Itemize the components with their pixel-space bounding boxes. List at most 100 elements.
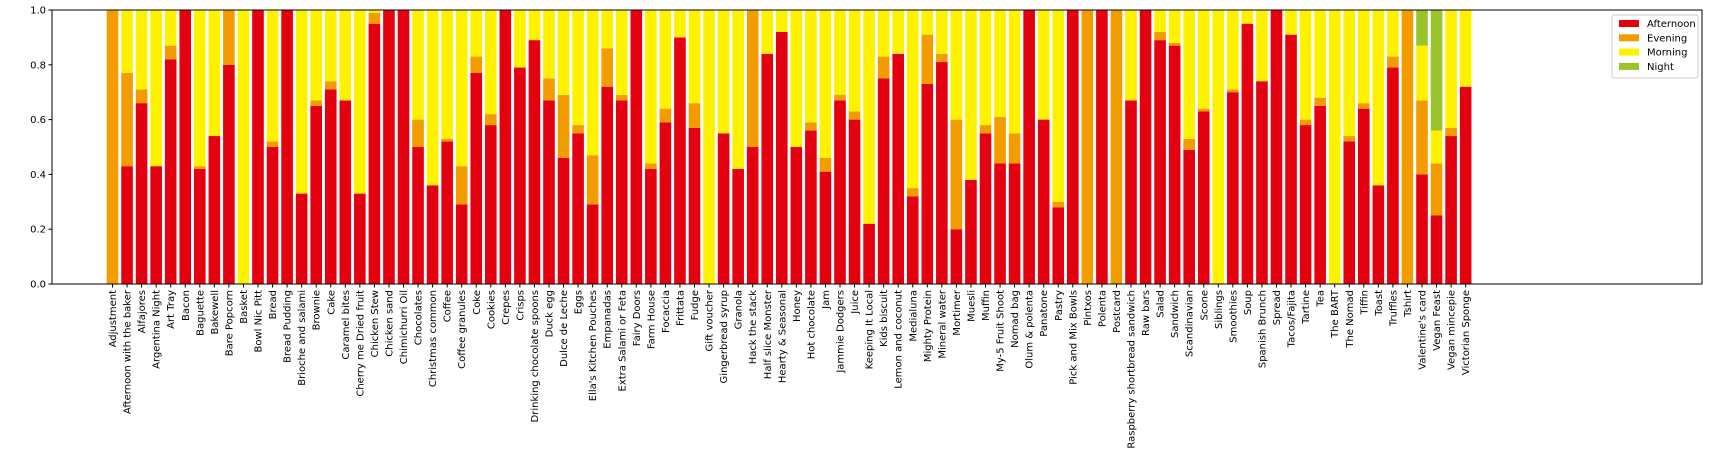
x-tick-label: Cherry me Dried fruit (355, 290, 366, 397)
bar-morning-33 (586, 10, 599, 156)
x-tick-label: Granola (734, 290, 745, 329)
bar-afternoon-58 (950, 229, 963, 284)
x-tick-label: Bacon (181, 290, 192, 321)
bar-afternoon-51 (848, 119, 861, 284)
x-tick-label: Kids biscuit (879, 290, 890, 347)
bar-morning-18 (368, 10, 381, 13)
y-tick-label: 0.2 (30, 225, 46, 236)
y-tick-label: 0.0 (30, 280, 46, 291)
x-tick-label: Adjustment (108, 290, 119, 347)
x-tick-label: Farm House (646, 290, 657, 349)
legend-swatch-morning (1619, 48, 1639, 56)
bar-evening-60 (979, 125, 992, 134)
bar-evening-73 (1168, 42, 1181, 46)
bar-afternoon-60 (979, 133, 992, 284)
bar-night-90 (1416, 10, 1428, 46)
x-tick-label: Hot chocolate (806, 290, 817, 359)
bar-evening-61 (994, 116, 1006, 164)
bar-morning-82 (1299, 10, 1312, 120)
bar-morning-42 (717, 10, 730, 134)
bar-morning-2 (135, 10, 148, 90)
x-tick-label: Raw bars (1141, 290, 1152, 336)
x-tick-label: Christmas common (428, 290, 439, 387)
bar-morning-70 (1125, 10, 1137, 101)
bar-afternoon-81 (1285, 34, 1297, 284)
x-tick-label: Soup (1243, 290, 1254, 315)
x-tick-label: Fudge (690, 290, 701, 320)
bar-morning-48 (805, 10, 817, 123)
bar-evening-74 (1183, 138, 1195, 150)
x-tick-label: Spanish Brunch (1257, 290, 1268, 368)
bar-morning-49 (819, 10, 832, 158)
bar-morning-22 (426, 10, 439, 186)
bar-evening-32 (572, 125, 584, 134)
bar-afternoon-55 (906, 196, 919, 284)
plot-frame (51, 9, 1703, 285)
x-tick-label: Bowl Nic Pitt (254, 290, 265, 353)
x-tick-label: Fairy Doors (632, 290, 643, 346)
bar-afternoon-75 (1197, 111, 1210, 284)
x-tick-label: Valentine's card (1418, 290, 1429, 370)
bar-afternoon-23 (441, 141, 453, 284)
bar-evening-58 (950, 119, 963, 230)
legend: Afternoon Evening Morning Night (1611, 14, 1699, 79)
x-tick-label: Coffee (443, 290, 454, 322)
bar-afternoon-38 (659, 122, 672, 284)
bar-afternoon-20 (397, 10, 410, 284)
x-tick-label: Crepes (501, 290, 512, 325)
bar-evening-1 (121, 73, 133, 167)
bar-morning-88 (1387, 10, 1399, 57)
bar-morning-38 (659, 10, 672, 109)
bar-afternoon-50 (834, 100, 846, 284)
x-tick-label: Caramel bites (341, 290, 352, 360)
bar-afternoon-48 (805, 130, 817, 284)
x-tick-label: Gift voucher (705, 289, 716, 351)
x-tick-label: Medialuna (908, 290, 919, 342)
bar-afternoon-33 (586, 204, 599, 284)
x-tick-label: Crisps (515, 290, 526, 321)
bar-morning-11 (266, 10, 279, 142)
x-tick-label: Panatone (1039, 290, 1050, 337)
bar-evening-15 (324, 81, 337, 90)
bar-evening-77 (1227, 89, 1239, 93)
x-tick-label: Tacos/Fajita (1287, 290, 1298, 348)
x-tick-label: Tartine (1301, 290, 1312, 325)
bar-morning-52 (863, 10, 875, 224)
bar-evening-31 (557, 94, 570, 158)
bar-evening-82 (1299, 119, 1312, 126)
bar-morning-53 (877, 10, 890, 57)
bar-morning-16 (339, 10, 352, 101)
x-axis: Adjustment Afternoon with the baker Alfajo… (108, 284, 1472, 449)
bar-morning-81 (1285, 10, 1297, 35)
bar-afternoon-62 (1008, 163, 1021, 284)
bar-morning-65 (1052, 10, 1065, 202)
bar-afternoon-3 (150, 166, 162, 284)
bar-morning-72 (1154, 10, 1166, 32)
bar-evening-88 (1387, 56, 1399, 68)
y-tick-label: 0.8 (30, 60, 46, 71)
x-tick-label: Pick and Mix Bowls (1068, 290, 1079, 385)
bar-evening-11 (266, 141, 279, 147)
bar-morning-92 (1445, 10, 1457, 128)
x-tick-label: Brownie (312, 290, 323, 330)
bar-morning-47 (790, 10, 803, 147)
bar-evening-48 (805, 122, 817, 131)
legend-swatch-afternoon (1619, 20, 1639, 27)
bar-evening-53 (877, 56, 890, 79)
bar-afternoon-1 (121, 166, 133, 284)
bar-morning-30 (543, 10, 555, 79)
bar-evening-90 (1416, 100, 1428, 175)
bar-evening-18 (368, 12, 381, 24)
bar-afternoon-12 (281, 10, 293, 284)
x-tick-label: Truffles (1388, 290, 1399, 327)
bar-afternoon-43 (732, 168, 744, 284)
bar-morning-54 (892, 10, 904, 54)
bar-morning-21 (412, 10, 424, 120)
bar-evening-4 (164, 45, 177, 60)
bar-afternoon-5 (179, 10, 192, 284)
x-tick-label: Chicken Stew (370, 290, 381, 357)
bar-morning-91 (1430, 130, 1443, 164)
bar-evening-83 (1314, 97, 1326, 106)
y-tick-label: 0.4 (30, 170, 46, 181)
